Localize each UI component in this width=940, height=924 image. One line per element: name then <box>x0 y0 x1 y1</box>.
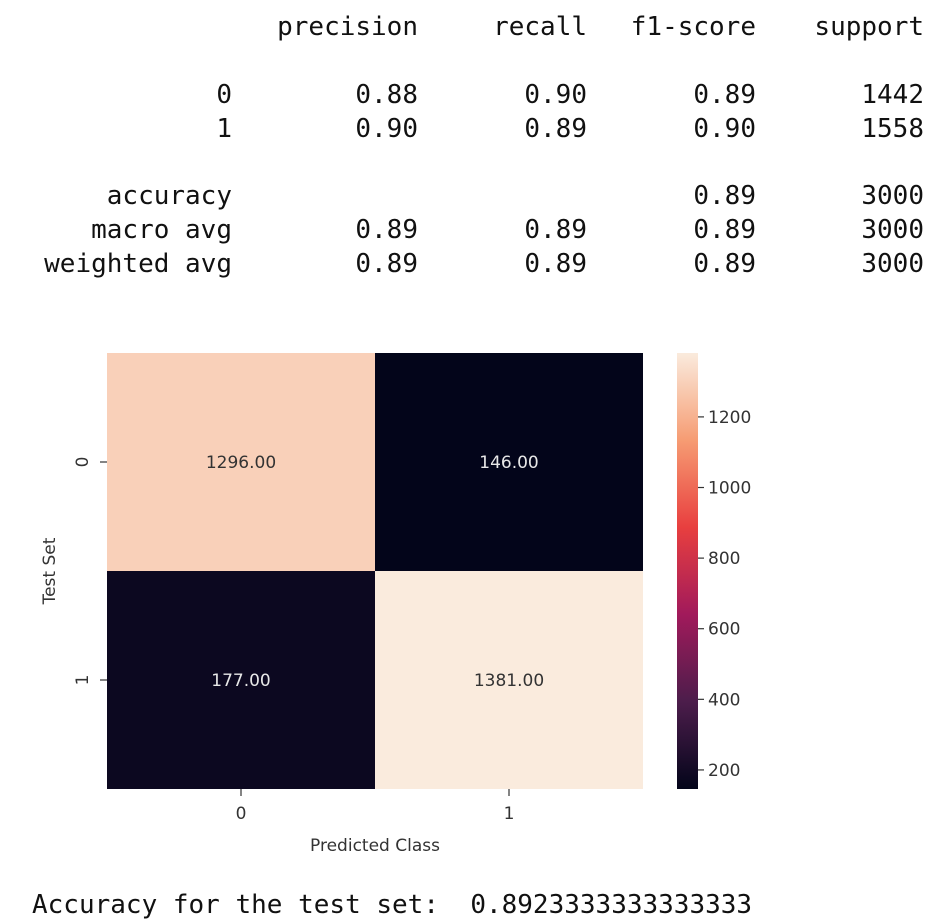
report-header-support: support <box>814 12 924 42</box>
colorbar-tick-label: 1200 <box>708 408 751 428</box>
report-cell: 0.90 <box>524 80 587 110</box>
x-axis-label: Predicted Class <box>310 836 440 856</box>
colorbar-tick-label: 200 <box>708 761 740 781</box>
report-cell: 0.89 <box>693 215 756 245</box>
report-row-label: 1 <box>216 114 232 144</box>
report-header-f1-score: f1-score <box>630 12 756 42</box>
cell-value-label: 146.00 <box>479 453 538 473</box>
report-cell: 3000 <box>861 215 924 245</box>
cell-value-label: 1381.00 <box>474 671 544 691</box>
y-tick-label: 1 <box>73 675 93 686</box>
report-row-label: macro avg <box>91 215 232 245</box>
report-cell: 3000 <box>861 181 924 211</box>
report-row-label: accuracy <box>106 181 232 211</box>
confusion-matrix-heatmap: 1296.00 146.00 177.00 1381.00 0 1 0 1 Predicted … <box>40 353 751 856</box>
report-cell: 0.89 <box>524 249 587 279</box>
colorbar-tick-label: 800 <box>708 549 740 569</box>
report-cell: 0.89 <box>693 249 756 279</box>
report-cell: 0.89 <box>524 114 587 144</box>
heatmap-cell <box>107 353 375 571</box>
cell-value-label: 177.00 <box>211 671 270 691</box>
report-header-recall: recall <box>493 12 587 42</box>
accuracy-value: 0.8923333333333333 <box>470 890 753 920</box>
colorbar-tick-label: 400 <box>708 690 740 710</box>
y-axis-label: Test Set <box>40 537 60 605</box>
report-row-label: 0 <box>216 80 232 110</box>
colorbar-tick-label: 600 <box>708 620 740 640</box>
report-cell: 0.90 <box>693 114 756 144</box>
report-cell: 0.89 <box>524 215 587 245</box>
report-cell: 0.89 <box>355 249 418 279</box>
report-cell: 3000 <box>861 249 924 279</box>
report-cell: 0.88 <box>355 80 418 110</box>
report-cell: 1442 <box>861 80 924 110</box>
report-cell: 0.89 <box>693 181 756 211</box>
x-tick-label: 1 <box>504 804 515 824</box>
x-tick-label: 0 <box>236 804 247 824</box>
accuracy-label: Accuracy for the test set: <box>32 890 439 920</box>
colorbar-tick-label: 1000 <box>708 479 751 499</box>
report-header-precision: precision <box>277 12 418 42</box>
report-cell: 0.90 <box>355 114 418 144</box>
cell-value-label: 1296.00 <box>206 453 276 473</box>
report-row-label: weighted avg <box>44 249 232 279</box>
report-cell: 0.89 <box>693 80 756 110</box>
y-tick-label: 0 <box>73 457 93 468</box>
report-cell: 1558 <box>861 114 924 144</box>
accuracy-line: Accuracy for the test set: 0.89233333333… <box>32 890 752 920</box>
heatmap-cell <box>375 571 643 789</box>
report-cell: 0.89 <box>355 215 418 245</box>
heatmap-cell <box>107 571 375 789</box>
heatmap-cell <box>375 353 643 571</box>
colorbar <box>677 353 698 789</box>
